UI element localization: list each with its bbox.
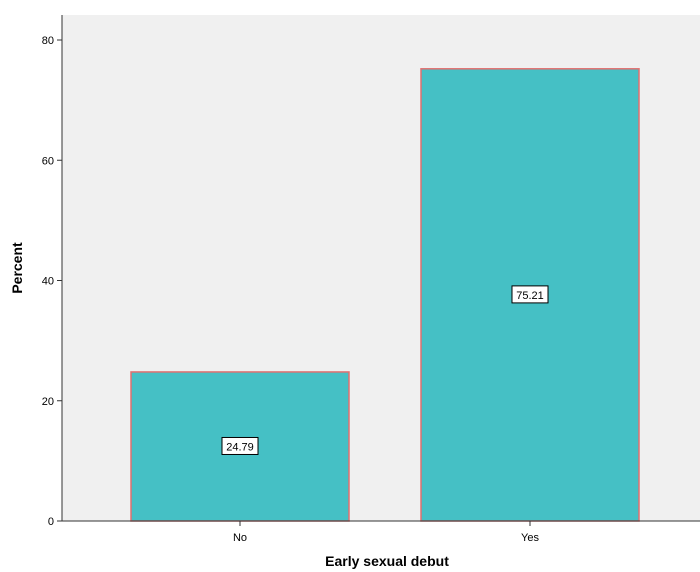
data-labels-group: 24.79 75.21 bbox=[221, 285, 549, 455]
y-ticks-group: 0 20 40 60 80 bbox=[42, 35, 62, 528]
data-label-text: 75.21 bbox=[516, 290, 544, 302]
x-axis-title: Early sexual debut bbox=[325, 553, 449, 569]
x-tick-label: Yes bbox=[521, 532, 539, 544]
data-label: 24.79 bbox=[221, 436, 259, 455]
x-ticks-group: No Yes bbox=[233, 521, 539, 544]
y-tick-label: 60 bbox=[42, 155, 54, 167]
y-axis-title: Percent bbox=[9, 242, 25, 294]
data-label-text: 24.79 bbox=[226, 441, 254, 453]
y-tick-label: 40 bbox=[42, 276, 54, 288]
data-label-box bbox=[511, 285, 549, 304]
y-tick-label: 20 bbox=[42, 396, 54, 408]
y-tick-label: 0 bbox=[48, 516, 54, 528]
x-tick-label: No bbox=[233, 532, 247, 544]
y-tick-label: 80 bbox=[42, 35, 54, 47]
data-label: 75.21 bbox=[511, 285, 549, 304]
data-label-box bbox=[221, 436, 259, 455]
